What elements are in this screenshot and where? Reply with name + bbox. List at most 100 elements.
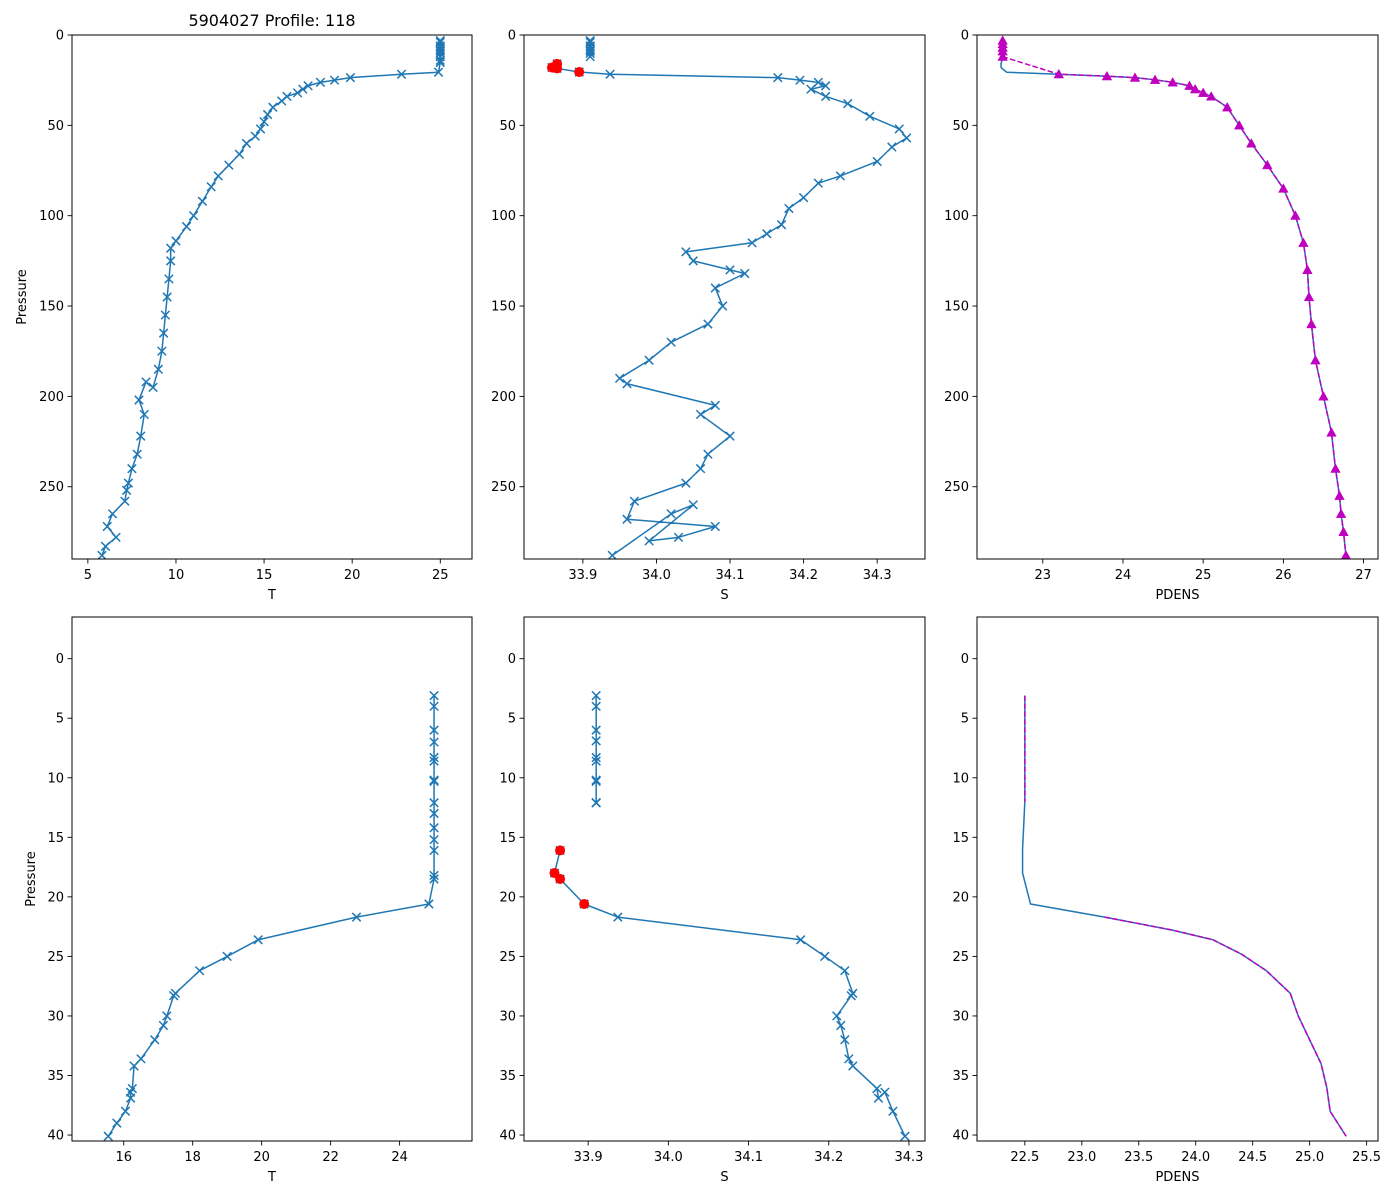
pdens-dashed-point: [1298, 237, 1309, 247]
pdens-dashed-point: [1234, 120, 1245, 130]
y-tick-label: 50: [952, 119, 969, 134]
s-point: [710, 283, 721, 293]
t-point: [429, 808, 439, 819]
flagged-point: [574, 67, 585, 78]
s-point: [813, 178, 824, 188]
t-point: [206, 182, 216, 192]
s-point: [820, 81, 831, 91]
t-point: [429, 701, 439, 712]
t-point: [345, 72, 356, 83]
pdens-dashed-point: [1053, 68, 1065, 79]
s-point: [613, 912, 623, 922]
x-axis-label: S: [720, 1170, 728, 1185]
s-point: [894, 124, 904, 134]
t-point: [121, 485, 132, 496]
t-point: [165, 243, 176, 253]
t-point: [100, 541, 111, 552]
x-tick-label: 33.9: [568, 568, 597, 583]
y-tick-label: 40: [47, 1129, 64, 1144]
s-point: [872, 1083, 882, 1094]
x-tick-label: 15: [256, 568, 273, 583]
pdens-dashed-point: [1205, 91, 1217, 101]
t-point: [429, 756, 439, 766]
s-point: [844, 1054, 854, 1064]
s-point: [688, 500, 698, 510]
s-point: [740, 268, 750, 279]
axes-frame: [523, 34, 926, 560]
s-line: [553, 850, 906, 1137]
y-axis-label: Pressure: [24, 851, 39, 907]
t-point: [171, 236, 181, 246]
y-tick-label: 10: [499, 771, 516, 786]
s-point: [717, 301, 728, 311]
t-point: [97, 550, 107, 559]
s-point: [836, 1020, 846, 1031]
pdens-dashed-point: [1340, 550, 1351, 559]
s-point: [888, 1106, 898, 1116]
y-tick-label: 200: [944, 390, 969, 405]
t-point: [429, 834, 439, 845]
x-tick-label: 25: [1195, 568, 1212, 583]
s-point: [666, 509, 676, 519]
y-tick-label: 10: [47, 771, 64, 786]
s-point: [872, 156, 882, 167]
s-point: [666, 337, 676, 347]
y-tick-label: 200: [39, 390, 64, 405]
s-point: [591, 776, 601, 787]
x-tick-label: 22: [322, 1150, 339, 1165]
s-point: [725, 265, 735, 275]
pdens-dashed-point: [1197, 87, 1209, 97]
s-point: [813, 77, 824, 88]
s-point: [622, 514, 632, 524]
x-tick-label: 34.3: [863, 568, 892, 583]
flagged-point: [549, 868, 560, 879]
t-point: [129, 1061, 139, 1071]
x-axis-label: S: [720, 588, 728, 603]
pdens-dashed-point: [1189, 83, 1201, 94]
t-point: [262, 109, 273, 120]
y-tick-label: 250: [944, 480, 969, 495]
t-point: [435, 48, 446, 59]
axes-frame: [976, 34, 1379, 560]
pdens-dashed-point: [1338, 526, 1349, 536]
pdens-dashed-point: [1290, 210, 1301, 220]
x-tick-label: 23.0: [1067, 1150, 1096, 1165]
s-point: [681, 478, 691, 488]
t-point: [268, 102, 278, 113]
t-point: [160, 310, 171, 320]
s-point: [591, 725, 601, 735]
temperature-panel-full: 5 10 15 20 25050100150200250TPressure5904027…: [15, 11, 473, 603]
t-point: [429, 845, 439, 856]
pdens-dashed-point: [1334, 490, 1345, 500]
t-point: [259, 117, 269, 127]
y-tick-label: 150: [39, 300, 64, 315]
s-point: [806, 84, 816, 94]
plot-area: [103, 690, 439, 1141]
s-point: [880, 1087, 890, 1097]
x-tick-label: 16: [115, 1150, 132, 1165]
s-point: [725, 431, 735, 441]
s-point: [673, 532, 684, 543]
t-point: [150, 1035, 160, 1045]
x-tick-label: 20: [344, 568, 361, 583]
t-point: [429, 798, 439, 808]
pdens-dashed-point: [1330, 463, 1341, 473]
s-point: [843, 98, 853, 109]
t-line: [107, 695, 435, 1137]
s-point: [835, 171, 846, 181]
s-point: [695, 463, 706, 474]
s-point: [795, 75, 805, 85]
t-point: [181, 221, 192, 232]
axes-frame: [71, 34, 473, 560]
pdens-dashed-point: [1101, 70, 1113, 81]
s-point: [710, 400, 721, 411]
t-point: [153, 364, 164, 375]
s-point: [622, 379, 632, 389]
s-point: [820, 951, 830, 962]
x-tick-label: 24: [1115, 568, 1132, 583]
pdens-dashed-point: [1221, 101, 1233, 112]
axes-frame: [71, 616, 473, 1142]
t-point: [435, 57, 446, 68]
y-tick-label: 5: [56, 712, 64, 727]
x-tick-label: 26: [1275, 568, 1292, 583]
